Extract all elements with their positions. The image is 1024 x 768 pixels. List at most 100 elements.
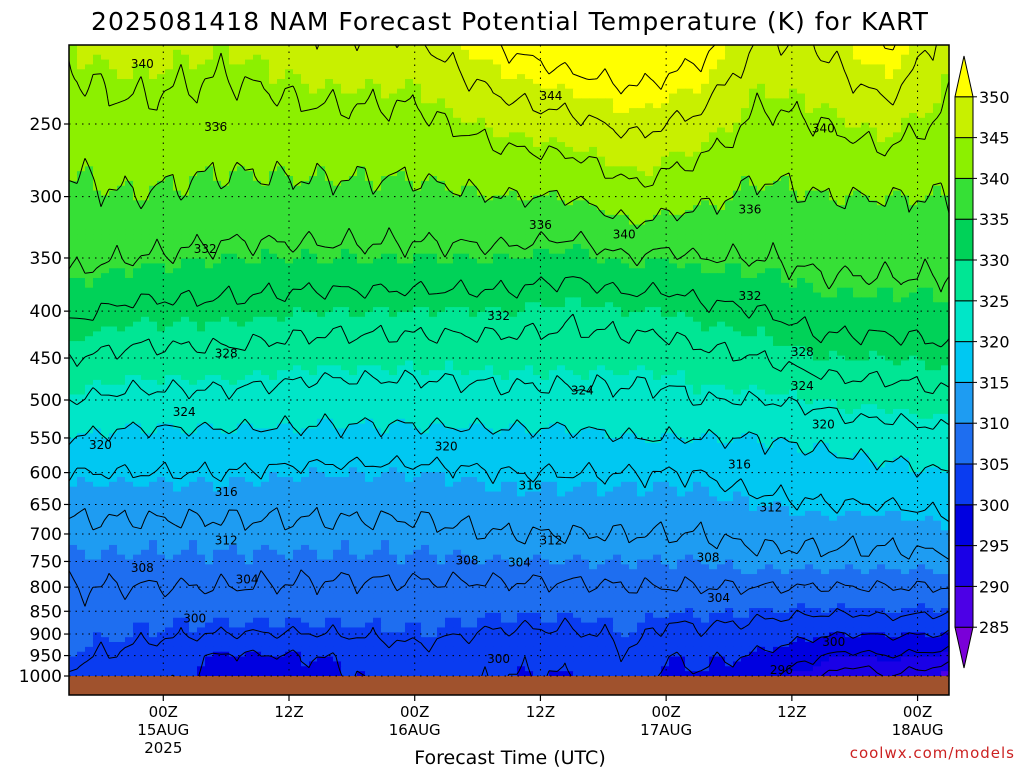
field-cell: [77, 132, 86, 138]
field-cell: [893, 244, 902, 250]
field-cell: [341, 146, 350, 153]
field-cell: [701, 156, 710, 163]
field-cell: [437, 166, 446, 172]
field-cell: [205, 244, 214, 250]
field-cell: [213, 54, 222, 61]
field-cell: [421, 214, 430, 221]
field-cell: [773, 151, 782, 158]
field-cell: [685, 54, 694, 61]
field-cell: [533, 248, 542, 255]
field-cell: [301, 132, 310, 138]
field-cell: [117, 83, 126, 90]
field-cell: [693, 258, 702, 265]
field-cell: [909, 195, 918, 201]
field-cell: [725, 205, 734, 211]
field-cell: [685, 200, 694, 206]
field-cell: [117, 45, 126, 51]
field-cell: [269, 176, 278, 182]
field-cell: [133, 219, 142, 226]
field-cell: [725, 59, 734, 66]
field-cell: [133, 180, 142, 187]
field-cell: [645, 108, 654, 114]
field-cell: [229, 229, 238, 235]
field-cell: [205, 49, 214, 56]
field-cell: [149, 59, 158, 66]
field-cell: [69, 176, 78, 182]
field-cell: [253, 98, 262, 104]
field-cell: [845, 258, 854, 265]
field-cell: [525, 45, 534, 51]
field-cell: [461, 171, 470, 177]
field-cell: [341, 185, 350, 192]
field-cell: [237, 122, 246, 129]
field-cell: [661, 214, 670, 221]
field-cell: [405, 161, 414, 167]
field-cell: [613, 239, 622, 245]
field-cell: [749, 156, 758, 163]
field-cell: [221, 83, 230, 90]
field-cell: [629, 132, 638, 138]
field-cell: [709, 127, 718, 133]
field-cell: [221, 54, 230, 61]
field-cell: [749, 142, 758, 148]
field-cell: [253, 195, 262, 201]
field-cell: [549, 195, 558, 201]
field-cell: [821, 176, 830, 182]
field-cell: [877, 69, 886, 75]
field-cell: [829, 224, 838, 231]
field-cell: [157, 156, 166, 163]
field-cell: [669, 190, 678, 197]
field-cell: [581, 49, 590, 56]
field-cell: [333, 132, 342, 138]
field-cell: [741, 229, 750, 235]
field-cell: [509, 78, 518, 85]
field-cell: [413, 180, 422, 187]
field-cell: [645, 59, 654, 66]
field-cell: [629, 98, 638, 104]
field-cell: [381, 244, 390, 250]
field-cell: [485, 69, 494, 75]
field-cell: [805, 103, 814, 109]
field-cell: [365, 117, 374, 124]
field-cell: [413, 108, 422, 114]
field-cell: [677, 49, 686, 56]
field-cell: [301, 83, 310, 90]
field-cell: [925, 78, 934, 85]
field-cell: [349, 195, 358, 201]
field-cell: [213, 263, 222, 269]
field-cell: [909, 166, 918, 172]
field-cell: [917, 93, 926, 99]
field-cell: [149, 122, 158, 129]
field-cell: [245, 258, 254, 265]
field-cell: [733, 200, 742, 206]
field-cell: [101, 253, 110, 260]
field-cell: [741, 69, 750, 75]
field-cell: [941, 103, 950, 109]
field-cell: [213, 127, 222, 133]
field-cell: [85, 45, 94, 51]
field-cell: [389, 253, 398, 260]
field-cell: [77, 229, 86, 235]
field-cell: [469, 234, 478, 240]
field-cell: [653, 108, 662, 114]
field-cell: [477, 195, 486, 201]
field-cell: [485, 93, 494, 99]
field-cell: [405, 234, 414, 240]
field-cell: [517, 108, 526, 114]
field-cell: [85, 103, 94, 109]
field-cell: [613, 103, 622, 109]
field-cell: [933, 142, 942, 148]
field-cell: [165, 88, 174, 95]
field-cell: [877, 132, 886, 138]
field-cell: [397, 195, 406, 201]
field-cell: [381, 263, 390, 269]
field-cell: [581, 98, 590, 104]
field-cell: [821, 74, 830, 80]
field-cell: [677, 234, 686, 240]
field-cell: [69, 83, 78, 90]
field-cell: [469, 103, 478, 109]
field-cell: [685, 93, 694, 99]
field-cell: [717, 78, 726, 85]
field-cell: [85, 112, 94, 119]
field-cell: [77, 210, 86, 216]
